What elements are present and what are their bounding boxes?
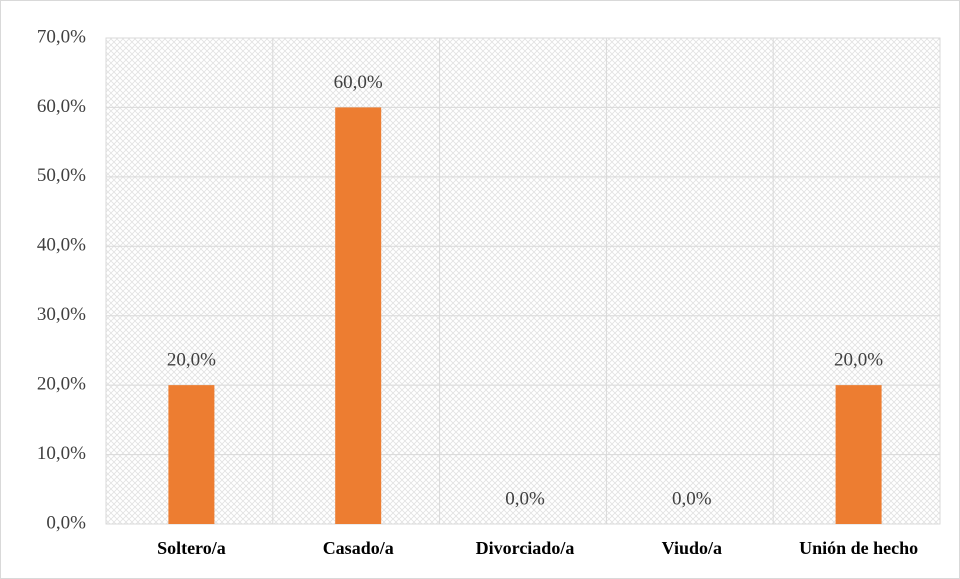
- x-tick-label: Divorciado/a: [476, 538, 575, 558]
- y-tick-label: 0,0%: [46, 512, 86, 533]
- bar: [835, 385, 882, 524]
- plot-area: [105, 37, 941, 525]
- y-tick-label: 50,0%: [37, 165, 86, 186]
- data-label: 20,0%: [167, 350, 216, 371]
- x-tick-label: Unión de hecho: [799, 538, 918, 558]
- y-tick-label: 70,0%: [37, 26, 86, 47]
- data-label: 60,0%: [334, 72, 383, 93]
- x-tick-label: Soltero/a: [157, 538, 226, 558]
- y-tick-label: 40,0%: [37, 235, 86, 256]
- data-label: 20,0%: [834, 350, 883, 371]
- y-tick-label: 60,0%: [37, 96, 86, 117]
- y-tick-label: 30,0%: [37, 304, 86, 325]
- y-tick-label: 20,0%: [37, 374, 86, 395]
- x-tick-label: Viudo/a: [662, 538, 722, 558]
- bar: [168, 385, 215, 524]
- bar: [335, 107, 382, 524]
- data-label: 0,0%: [505, 488, 545, 509]
- data-label: 0,0%: [672, 488, 712, 509]
- x-tick-label: Casado/a: [323, 538, 394, 558]
- y-tick-label: 10,0%: [37, 443, 86, 464]
